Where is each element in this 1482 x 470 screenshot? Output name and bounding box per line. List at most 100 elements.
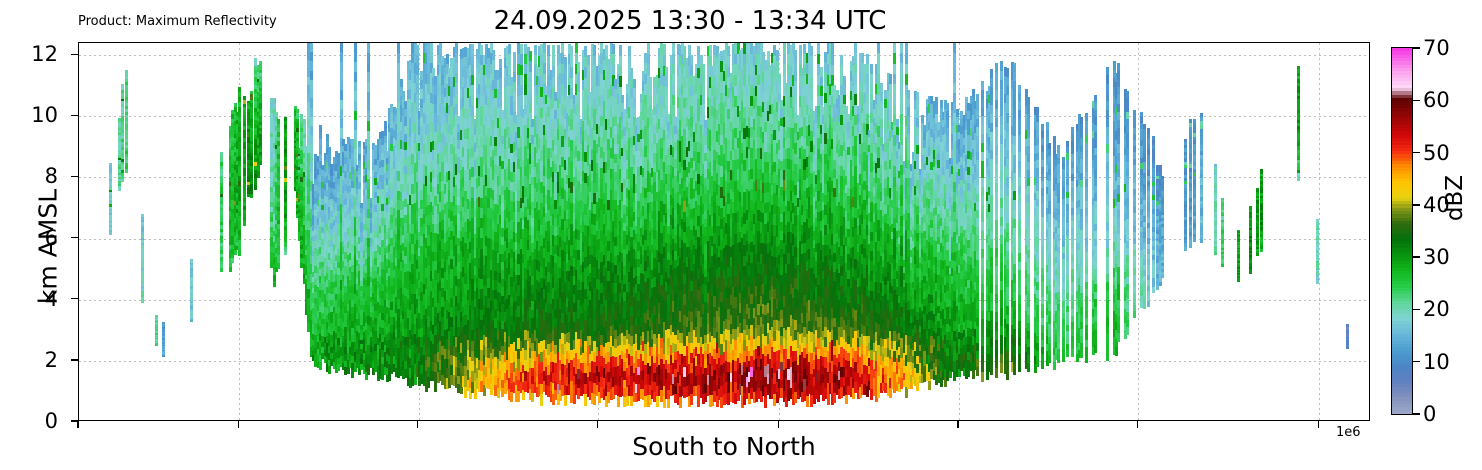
reflectivity-cell xyxy=(108,191,112,195)
reflectivity-cell xyxy=(242,107,246,112)
reflectivity-cell xyxy=(238,240,242,247)
reflectivity-cell xyxy=(108,202,112,206)
reflectivity-cell xyxy=(249,106,253,111)
reflectivity-cell xyxy=(155,315,159,317)
reflectivity-cell xyxy=(270,137,274,144)
reflectivity-cell xyxy=(120,175,124,180)
reflectivity-cell xyxy=(258,124,262,129)
reflectivity-cell xyxy=(233,178,237,184)
reflectivity-cell xyxy=(254,119,258,125)
page-title: 24.09.2025 13:30 - 13:34 UTC xyxy=(493,6,887,36)
reflectivity-cell xyxy=(189,290,193,293)
reflectivity-cell xyxy=(189,280,193,284)
reflectivity-cell xyxy=(242,209,246,215)
gridline-vertical xyxy=(1319,43,1321,420)
reflectivity-cell xyxy=(120,153,124,157)
reflectivity-cell xyxy=(125,133,129,137)
reflectivity-cell xyxy=(272,203,276,210)
reflectivity-cell xyxy=(228,211,232,217)
reflectivity-cell xyxy=(228,232,232,238)
reflectivity-cell xyxy=(125,153,129,158)
reflectivity-cell xyxy=(242,171,246,177)
reflectivity-cell xyxy=(219,162,223,167)
reflectivity-cell xyxy=(242,118,246,124)
reflectivity-cell xyxy=(275,210,279,216)
reflectivity-cell xyxy=(235,229,239,235)
reflectivity-cell xyxy=(258,139,262,144)
reflectivity-cell xyxy=(235,116,239,122)
reflectivity-cell xyxy=(233,173,237,180)
reflectivity-cell xyxy=(256,121,260,126)
reflectivity-cell xyxy=(189,284,193,288)
reflectivity-cell xyxy=(228,185,232,191)
reflectivity-cell xyxy=(235,164,239,170)
reflectivity-cell xyxy=(256,137,260,143)
reflectivity-cell xyxy=(108,208,112,212)
reflectivity-cell xyxy=(249,156,253,161)
reflectivity-cell xyxy=(118,117,122,121)
reflectivity-cell xyxy=(189,312,193,315)
reflectivity-cell xyxy=(258,82,262,86)
reflectivity-cell xyxy=(238,230,242,237)
reflectivity-cell xyxy=(155,333,159,336)
reflectivity-cell xyxy=(108,193,112,197)
reflectivity-cell xyxy=(235,181,239,186)
reflectivity-cell xyxy=(120,167,124,171)
reflectivity-cell xyxy=(242,217,246,222)
reflectivity-cell xyxy=(275,163,279,169)
reflectivity-cell xyxy=(231,249,235,255)
reflectivity-cell xyxy=(272,214,276,221)
reflectivity-cell xyxy=(272,109,276,116)
reflectivity-cell xyxy=(249,100,253,105)
reflectivity-cell xyxy=(247,109,251,113)
reflectivity-cell xyxy=(228,198,232,204)
reflectivity-cell xyxy=(228,215,232,221)
reflectivity-cell xyxy=(272,269,276,276)
reflectivity-cell xyxy=(162,339,166,342)
reflectivity-cell xyxy=(162,328,166,331)
reflectivity-cell xyxy=(247,111,251,116)
reflectivity-cell xyxy=(233,107,237,113)
reflectivity-cell xyxy=(120,89,124,94)
reflectivity-cell xyxy=(272,253,276,260)
reflectivity-cell xyxy=(108,175,112,178)
reflectivity-cell xyxy=(231,195,235,201)
reflectivity-cell xyxy=(247,193,251,198)
reflectivity-cell xyxy=(118,168,122,172)
reflectivity-cell xyxy=(219,155,223,160)
reflectivity-cell xyxy=(258,69,262,74)
reflectivity-cell xyxy=(258,145,262,150)
reflectivity-cell xyxy=(219,165,223,171)
reflectivity-cell xyxy=(235,241,239,247)
reflectivity-cell xyxy=(270,252,274,259)
reflectivity-cell xyxy=(242,179,246,185)
reflectivity-cell xyxy=(120,121,124,126)
reflectivity-cell xyxy=(242,168,246,173)
reflectivity-cell xyxy=(258,75,262,80)
reflectivity-cell xyxy=(247,134,251,139)
reflectivity-cell xyxy=(258,109,262,114)
reflectivity-cell xyxy=(108,166,112,170)
reflectivity-cell xyxy=(155,331,159,333)
reflectivity-cell xyxy=(238,102,242,108)
reflectivity-cell xyxy=(108,183,112,187)
reflectivity-cell xyxy=(120,132,124,137)
reflectivity-cell xyxy=(108,162,112,166)
reflectivity-cell xyxy=(118,153,122,157)
reflectivity-cell xyxy=(189,319,193,323)
reflectivity-cell xyxy=(233,133,237,140)
reflectivity-column xyxy=(162,43,166,420)
reflectivity-cell xyxy=(155,338,159,340)
reflectivity-cell xyxy=(228,126,232,132)
reflectivity-cell xyxy=(235,120,239,126)
reflectivity-cell xyxy=(242,175,246,181)
reflectivity-cell xyxy=(118,145,122,149)
reflectivity-cell xyxy=(258,88,262,92)
reflectivity-cell xyxy=(254,77,258,83)
reflectivity-cell xyxy=(108,210,112,214)
reflectivity-cell xyxy=(254,89,258,94)
reflectivity-cell xyxy=(272,175,276,182)
reflectivity-cell xyxy=(155,334,159,337)
reflectivity-cell xyxy=(270,127,274,134)
